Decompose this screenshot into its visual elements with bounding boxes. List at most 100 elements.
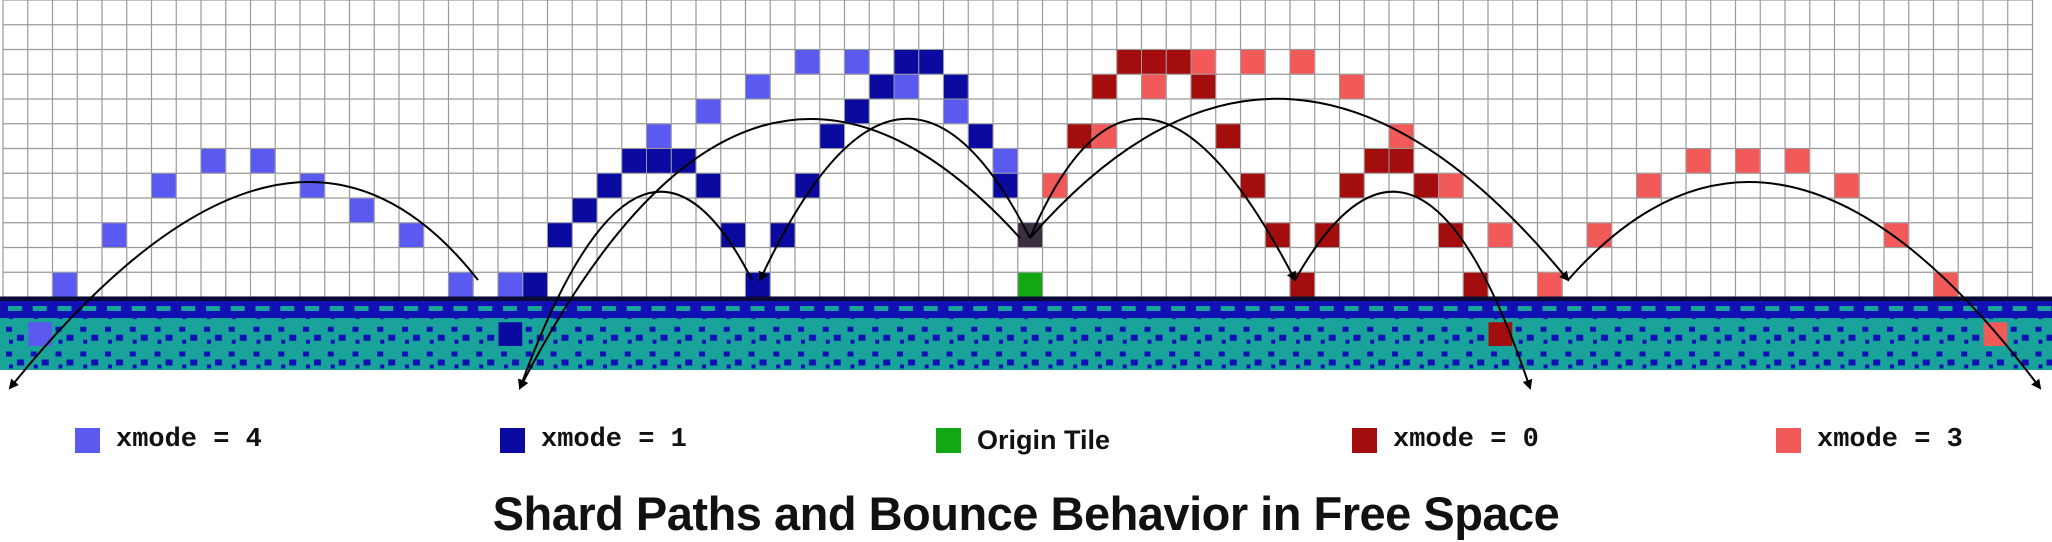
tile-xmode-3 — [1340, 74, 1364, 99]
arc-xmode-0-segment — [1294, 190, 1533, 390]
tile-xmode-0 — [1142, 50, 1166, 74]
tile-xmode-0 — [1067, 124, 1092, 148]
tile-xmode-0 — [1092, 74, 1117, 99]
bounce-arcs — [8, 97, 2042, 390]
legend-label-xmode-3: xmode = 3 — [1817, 425, 1963, 455]
tile-xmode-3 — [1290, 50, 1315, 74]
tile-xmode-3 — [1142, 74, 1166, 99]
arc-xmode-4-segment — [8, 181, 479, 390]
tile-xmode-0 — [1216, 124, 1240, 148]
arc-xmode-3-segment — [1567, 181, 2042, 390]
tile-xmode-3 — [1835, 173, 1859, 198]
tile-xmode-3 — [1934, 272, 1958, 297]
tile-xmode-0 — [1117, 50, 1141, 74]
legend-swatch-xmode-4 — [75, 427, 100, 453]
ground-strip — [0, 296, 2052, 370]
tile-xmode-3 — [1736, 149, 1760, 173]
tile-xmode-4 — [201, 149, 226, 173]
tile-xmode-3 — [1092, 124, 1117, 148]
tile-xmode-3 — [1241, 50, 1265, 74]
legend-label-xmode-1: xmode = 1 — [541, 425, 687, 455]
tile-xmode-0 — [1265, 223, 1290, 247]
origin-above-tile — [1018, 223, 1042, 247]
tile-xmode-0 — [1166, 50, 1191, 74]
tile-xmode-0 — [1389, 149, 1414, 173]
tile-xmode-1 — [647, 149, 671, 173]
tile-grid — [2, 0, 2034, 298]
tile-xmode-4 — [647, 124, 671, 148]
tile-xmode-4 — [894, 74, 919, 99]
tile-xmode-4 — [399, 223, 424, 247]
tile-xmode-3 — [1587, 223, 1612, 247]
legend-item-xmode-0: xmode = 0 — [1352, 420, 1539, 460]
tile-xmode-1 — [944, 74, 968, 99]
tile-xmode-0 — [1241, 173, 1265, 198]
tile-xmode-1 — [795, 173, 820, 198]
tile-xmode-1 — [597, 173, 622, 198]
legend-swatch-xmode-1 — [500, 427, 525, 453]
tile-xmode-4 — [845, 50, 869, 74]
ground-top-edge — [0, 298, 2052, 318]
tile-xmode-1 — [919, 50, 943, 74]
arc-xmode-4-segment — [519, 117, 1021, 390]
tile-xmode-1 — [622, 149, 646, 173]
tile-xmode-3 — [1191, 50, 1216, 74]
tile-xmode-4 — [350, 198, 374, 223]
shard-path-diagram — [0, 0, 2052, 390]
tile-xmode-1 — [671, 149, 696, 173]
tile-xmode-0 — [1463, 272, 1488, 297]
tile-xmode-1 — [721, 223, 745, 247]
legend-swatch-xmode-3 — [1776, 427, 1801, 453]
legend-item-xmode-3: xmode = 3 — [1776, 420, 1963, 460]
tile-xmode-0 — [1414, 173, 1438, 198]
tile-xmode-1 — [523, 272, 547, 297]
tile-xmode-4 — [746, 74, 770, 99]
tile-xmode-1 — [548, 223, 572, 247]
legend-item-xmode-4: xmode = 4 — [75, 420, 262, 460]
tile-xmode-4 — [28, 322, 52, 346]
tile-xmode-3 — [1538, 272, 1562, 297]
tile-xmode-4 — [993, 149, 1018, 173]
tile-xmode-3 — [1686, 149, 1711, 173]
tile-xmode-1 — [572, 198, 597, 223]
tile-xmode-1 — [820, 124, 844, 148]
tile-xmode-1 — [968, 124, 993, 148]
tile-xmode-1 — [696, 173, 721, 198]
tile-xmode-0 — [1439, 223, 1463, 247]
tile-xmode-1 — [894, 50, 919, 74]
legend-item-xmode-1: xmode = 1 — [500, 420, 687, 460]
diagram-title: Shard Paths and Bounce Behavior in Free … — [492, 487, 1560, 540]
tile-xmode-4 — [152, 173, 176, 198]
tile-xmode-3 — [1043, 173, 1067, 198]
tile-xmode-0 — [1488, 322, 1513, 346]
tile-xmode-3 — [1488, 223, 1513, 247]
tile-xmode-1 — [869, 74, 894, 99]
origin-tile — [1018, 272, 1042, 297]
tile-xmode-0 — [1191, 74, 1216, 99]
tile-xmode-4 — [102, 223, 127, 247]
legend: xmode = 4 xmode = 1 Origin Tile xmode = … — [0, 420, 2052, 460]
tile-xmode-4 — [449, 272, 473, 297]
tile-xmode-1 — [845, 99, 869, 124]
legend-label-xmode-4: xmode = 4 — [116, 425, 262, 455]
legend-swatch-origin-tile — [936, 427, 961, 453]
tile-xmode-1 — [498, 322, 523, 346]
tile-xmode-4 — [53, 272, 77, 297]
tile-xmode-4 — [498, 272, 523, 297]
tile-xmode-4 — [696, 99, 721, 124]
tile-xmode-3 — [1785, 149, 1810, 173]
tile-xmode-0 — [1364, 149, 1389, 173]
arc-xmode-1-segment — [518, 190, 753, 390]
tile-xmode-3 — [1439, 173, 1463, 198]
legend-item-origin-tile: Origin Tile — [936, 420, 1110, 460]
tile-xmode-3 — [1884, 223, 1909, 247]
tile-xmode-4 — [944, 99, 968, 124]
arc-xmode-1-segment — [758, 117, 1031, 282]
legend-label-xmode-0: xmode = 0 — [1393, 425, 1539, 455]
arc-xmode-3-segment — [1029, 97, 1570, 282]
arc-xmode-0-segment — [1029, 117, 1296, 282]
legend-swatch-xmode-0 — [1352, 427, 1377, 453]
tile-xmode-4 — [795, 50, 820, 74]
tile-xmode-1 — [993, 173, 1018, 198]
tile-xmode-3 — [1637, 173, 1661, 198]
